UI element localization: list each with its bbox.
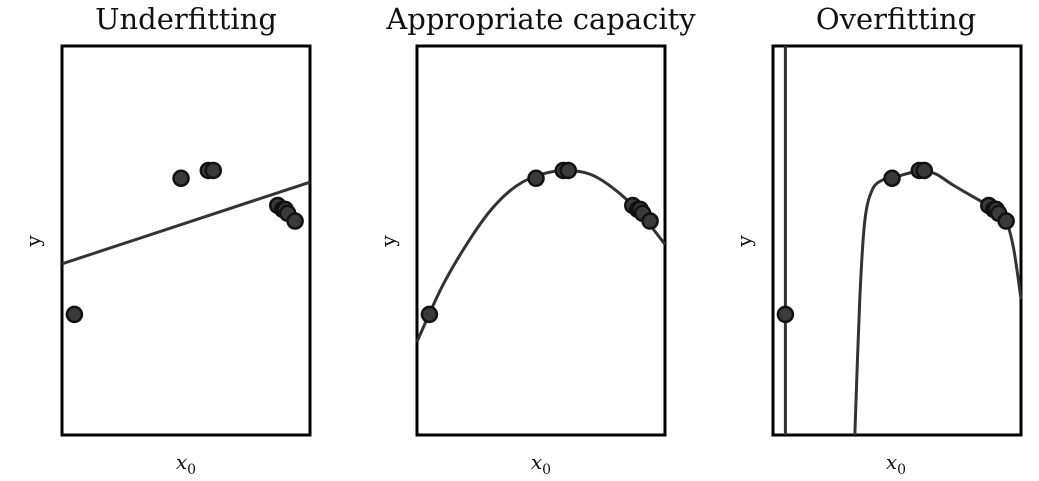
plot-frame (60, 44, 312, 437)
x-axis-label: x0 (176, 450, 196, 478)
panel-overfitting: Overfitting y x0 (732, 2, 1023, 478)
panel-title: Overfitting (816, 2, 976, 36)
data-point (204, 161, 223, 180)
data-point (641, 212, 659, 230)
y-axis-label: y (376, 235, 400, 248)
data-marks (776, 46, 1023, 436)
panel-title: Appropriate capacity (385, 2, 696, 36)
panel-underfitting: Underfitting y x0 (21, 2, 312, 478)
data-point (997, 212, 1015, 230)
data-point (776, 305, 795, 324)
x-axis-label: x0 (531, 450, 551, 478)
x-axis-label: x0 (886, 450, 906, 478)
y-axis-label: y (732, 235, 756, 248)
data-marks (415, 161, 667, 343)
plot-frame (771, 44, 1023, 437)
panel-appropriate-capacity: Appropriate capacity y x0 (376, 2, 696, 478)
data-point (915, 161, 934, 180)
data-point (172, 169, 190, 188)
data-point (527, 169, 545, 188)
data-marks (61, 161, 311, 324)
panel-title: Underfitting (95, 2, 277, 36)
data-point (65, 305, 84, 324)
fit-curve (61, 180, 311, 266)
data-point (559, 161, 578, 180)
data-point (286, 212, 304, 230)
data-point (420, 305, 439, 324)
fit-curve (415, 168, 667, 343)
plot-frame (415, 44, 667, 437)
y-axis-label: y (21, 235, 45, 248)
data-point (883, 169, 901, 188)
